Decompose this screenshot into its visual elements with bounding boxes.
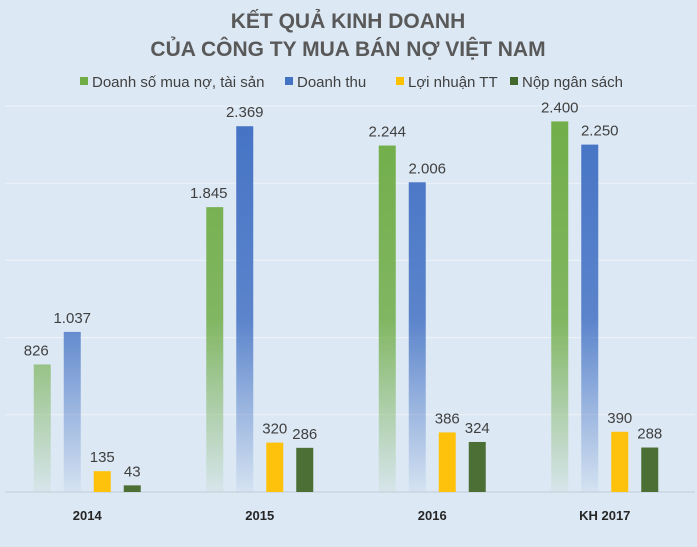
- bars: [33, 121, 659, 492]
- category-label: 2014: [73, 508, 103, 523]
- bar: [93, 471, 111, 492]
- data-label: 386: [435, 410, 460, 427]
- data-label: 288: [637, 426, 662, 443]
- data-label: 2.369: [226, 104, 264, 121]
- data-label: 2.006: [408, 160, 446, 177]
- bar: [378, 145, 396, 492]
- data-label: 1.037: [53, 310, 91, 327]
- gridlines: [5, 105, 695, 493]
- legend-item: Nộp ngân sách: [522, 74, 623, 91]
- bar: [123, 485, 141, 492]
- bar: [438, 432, 456, 492]
- bar: [206, 207, 224, 492]
- legend-item: Doanh thu: [297, 74, 366, 91]
- data-label: 2.244: [368, 124, 406, 141]
- bar: [581, 144, 599, 492]
- data-label: 1.845: [190, 185, 228, 202]
- data-label: 320: [262, 421, 287, 438]
- chart-title-line-1: KẾT QUẢ KINH DOANH: [231, 10, 466, 33]
- category-axis: 2014 2015 2016 KH 2017: [73, 508, 631, 523]
- data-label: 2.250: [581, 123, 619, 140]
- legend-swatch: [510, 77, 518, 85]
- data-label: 324: [465, 420, 490, 437]
- legend: Doanh số mua nợ, tài sản Doanh thu Lợi nhu…: [80, 74, 623, 91]
- bar: [551, 121, 569, 492]
- bar: [63, 331, 81, 492]
- bar: [296, 447, 314, 492]
- legend-item: Lợi nhuận TT: [408, 74, 498, 91]
- category-label: 2016: [418, 508, 447, 523]
- data-label: 43: [124, 463, 141, 480]
- bar: [266, 442, 284, 492]
- data-label: 2.400: [541, 99, 579, 116]
- bar: [33, 364, 51, 492]
- bar: [468, 441, 486, 492]
- legend-swatch: [285, 77, 293, 85]
- chart-title-line-2: CỦA CÔNG TY MUA BÁN NỢ VIỆT NAM: [150, 37, 545, 61]
- data-label: 390: [607, 410, 632, 427]
- category-label: 2015: [245, 508, 274, 523]
- bar: [611, 431, 629, 492]
- bar: [236, 126, 254, 492]
- category-label: KH 2017: [579, 508, 630, 523]
- data-label: 135: [90, 449, 115, 466]
- bar: [408, 182, 426, 492]
- legend-swatch: [396, 77, 404, 85]
- legend-item: Doanh số mua nợ, tài sản: [92, 74, 264, 91]
- legend-swatch: [80, 77, 88, 85]
- bar: [641, 447, 659, 492]
- data-label: 826: [24, 342, 49, 359]
- data-label: 286: [292, 426, 317, 443]
